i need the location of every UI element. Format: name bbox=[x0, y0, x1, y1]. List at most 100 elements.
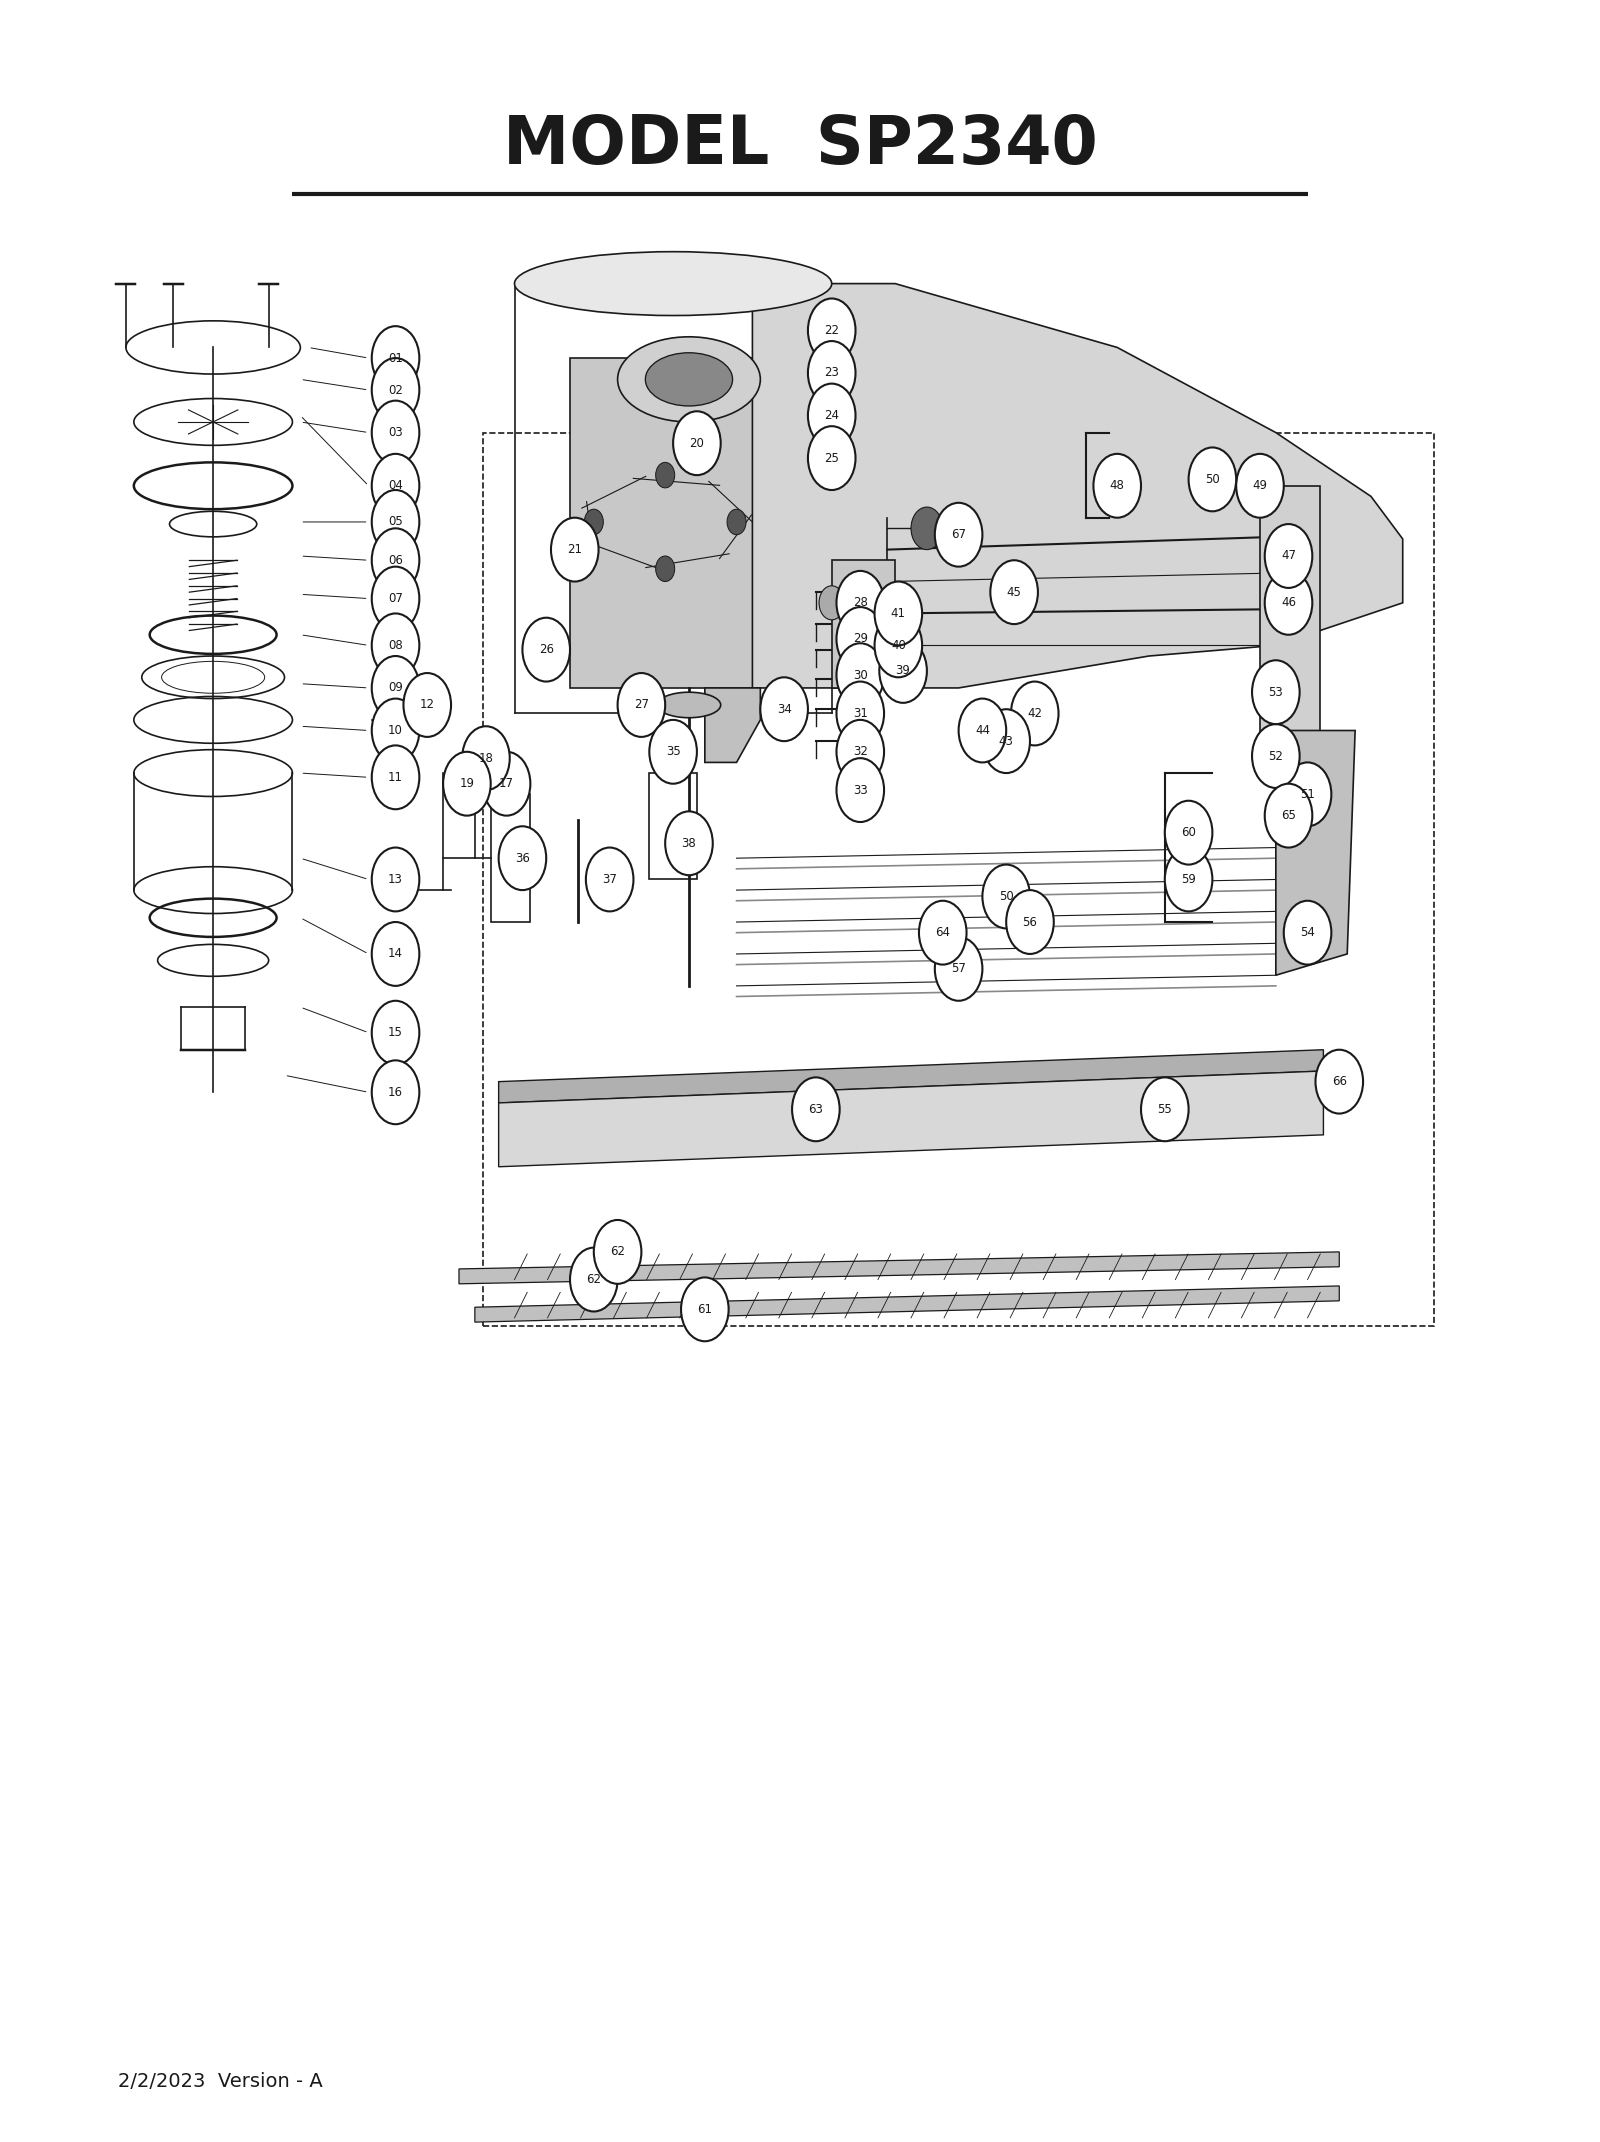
Text: 43: 43 bbox=[998, 735, 1014, 748]
Circle shape bbox=[570, 1247, 618, 1311]
Circle shape bbox=[371, 745, 419, 810]
Circle shape bbox=[584, 510, 603, 536]
Circle shape bbox=[1189, 448, 1237, 512]
Polygon shape bbox=[459, 1251, 1339, 1283]
Circle shape bbox=[875, 580, 922, 645]
Text: 61: 61 bbox=[698, 1302, 712, 1315]
Polygon shape bbox=[1275, 730, 1355, 975]
Text: 17: 17 bbox=[499, 778, 514, 790]
Text: 25: 25 bbox=[824, 452, 838, 465]
Polygon shape bbox=[499, 1050, 1323, 1103]
Text: 07: 07 bbox=[389, 591, 403, 604]
Text: 2/2/2023  Version - A: 2/2/2023 Version - A bbox=[118, 2071, 323, 2091]
Text: 31: 31 bbox=[853, 707, 867, 720]
Circle shape bbox=[837, 572, 885, 634]
Circle shape bbox=[808, 426, 856, 491]
Circle shape bbox=[371, 613, 419, 677]
Text: 24: 24 bbox=[824, 409, 840, 422]
Circle shape bbox=[371, 401, 419, 465]
Text: 35: 35 bbox=[666, 745, 680, 758]
Circle shape bbox=[880, 638, 926, 703]
Circle shape bbox=[499, 827, 546, 891]
Text: 64: 64 bbox=[936, 925, 950, 938]
Text: 18: 18 bbox=[478, 752, 493, 765]
Text: 10: 10 bbox=[389, 724, 403, 737]
Circle shape bbox=[1264, 784, 1312, 848]
Circle shape bbox=[837, 643, 885, 707]
Text: 46: 46 bbox=[1282, 595, 1296, 608]
Circle shape bbox=[837, 720, 885, 784]
Circle shape bbox=[982, 865, 1030, 927]
Text: 04: 04 bbox=[389, 480, 403, 493]
Text: 39: 39 bbox=[896, 664, 910, 677]
Text: 30: 30 bbox=[853, 668, 867, 681]
Polygon shape bbox=[832, 561, 894, 688]
Text: 37: 37 bbox=[602, 874, 618, 887]
Text: 56: 56 bbox=[1022, 915, 1037, 927]
Text: 54: 54 bbox=[1301, 925, 1315, 938]
Text: 27: 27 bbox=[634, 698, 650, 711]
Text: 20: 20 bbox=[690, 437, 704, 450]
Text: 67: 67 bbox=[950, 529, 966, 542]
Circle shape bbox=[462, 726, 510, 790]
Circle shape bbox=[371, 655, 419, 720]
Circle shape bbox=[982, 709, 1030, 773]
Circle shape bbox=[808, 383, 856, 448]
FancyBboxPatch shape bbox=[570, 358, 760, 688]
Text: 15: 15 bbox=[389, 1026, 403, 1039]
Text: 28: 28 bbox=[853, 595, 867, 608]
Circle shape bbox=[808, 298, 856, 362]
Circle shape bbox=[371, 358, 419, 422]
Text: 14: 14 bbox=[389, 947, 403, 960]
Text: 22: 22 bbox=[824, 323, 840, 336]
Circle shape bbox=[371, 1060, 419, 1125]
Text: 51: 51 bbox=[1301, 788, 1315, 801]
Text: 45: 45 bbox=[1006, 585, 1021, 598]
Circle shape bbox=[1237, 454, 1283, 518]
Circle shape bbox=[837, 758, 885, 823]
Text: 21: 21 bbox=[568, 544, 582, 557]
Circle shape bbox=[618, 673, 666, 737]
Ellipse shape bbox=[645, 353, 733, 407]
Polygon shape bbox=[499, 1071, 1323, 1167]
Text: 29: 29 bbox=[853, 632, 867, 645]
Circle shape bbox=[371, 1000, 419, 1065]
Text: 40: 40 bbox=[891, 638, 906, 651]
FancyBboxPatch shape bbox=[1259, 486, 1320, 730]
Circle shape bbox=[1283, 763, 1331, 827]
Circle shape bbox=[760, 677, 808, 741]
Ellipse shape bbox=[618, 336, 760, 422]
Text: 11: 11 bbox=[389, 771, 403, 784]
Circle shape bbox=[1315, 1050, 1363, 1114]
Text: 23: 23 bbox=[824, 366, 838, 379]
Circle shape bbox=[819, 585, 845, 619]
Text: 41: 41 bbox=[891, 606, 906, 619]
Text: 16: 16 bbox=[389, 1086, 403, 1099]
Circle shape bbox=[1264, 525, 1312, 587]
Text: 52: 52 bbox=[1269, 750, 1283, 763]
Circle shape bbox=[586, 848, 634, 910]
Circle shape bbox=[1093, 454, 1141, 518]
Text: 12: 12 bbox=[419, 698, 435, 711]
Circle shape bbox=[656, 557, 675, 580]
Circle shape bbox=[371, 921, 419, 985]
Text: 34: 34 bbox=[776, 703, 792, 715]
Text: 55: 55 bbox=[1157, 1103, 1173, 1116]
Circle shape bbox=[1010, 906, 1035, 938]
Circle shape bbox=[934, 503, 982, 568]
Circle shape bbox=[726, 510, 746, 536]
Polygon shape bbox=[475, 1285, 1339, 1322]
Circle shape bbox=[523, 617, 570, 681]
Text: 13: 13 bbox=[389, 874, 403, 887]
Text: 19: 19 bbox=[459, 778, 475, 790]
Circle shape bbox=[1165, 848, 1213, 910]
Circle shape bbox=[1283, 902, 1331, 964]
Circle shape bbox=[990, 561, 1038, 623]
Circle shape bbox=[1011, 681, 1059, 745]
Text: 03: 03 bbox=[389, 426, 403, 439]
Circle shape bbox=[934, 936, 982, 1000]
Circle shape bbox=[371, 529, 419, 591]
Circle shape bbox=[656, 463, 675, 488]
Text: 50: 50 bbox=[998, 889, 1013, 904]
Circle shape bbox=[1165, 801, 1213, 865]
